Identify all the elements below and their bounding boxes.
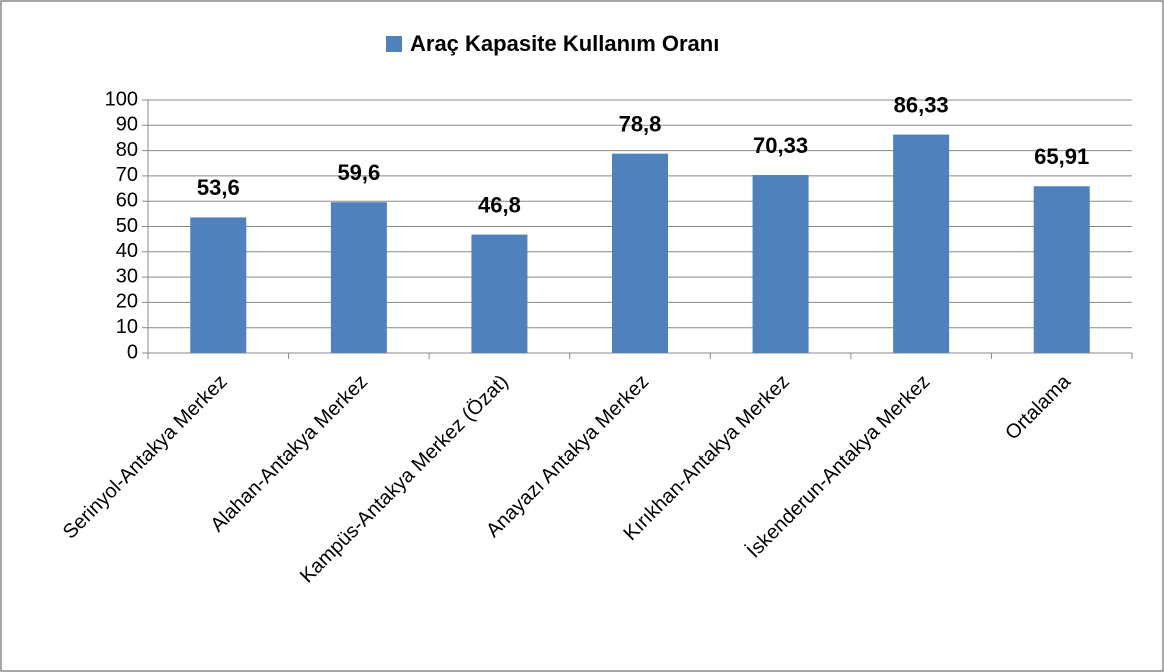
y-tick-label: 100 (105, 88, 138, 110)
y-tick-label: 70 (116, 164, 138, 186)
bar (1033, 186, 1090, 353)
legend-label: Araç Kapasite Kullanım Oranı (410, 31, 719, 56)
bar (190, 217, 247, 353)
y-tick-label: 30 (116, 265, 138, 287)
bar (330, 202, 387, 353)
data-label: 78,8 (619, 111, 662, 136)
y-tick-label: 40 (116, 240, 138, 262)
y-tick-label: 0 (127, 341, 138, 363)
bar (752, 175, 809, 353)
bar (471, 234, 528, 353)
data-label: 86,33 (894, 92, 949, 117)
data-label: 46,8 (478, 192, 521, 217)
y-tick-label: 50 (116, 215, 138, 237)
data-label: 59,6 (337, 160, 380, 185)
data-label: 65,91 (1034, 144, 1089, 169)
y-tick-label: 90 (116, 114, 138, 136)
y-tick-label: 80 (116, 139, 138, 161)
y-tick-label: 10 (116, 316, 138, 338)
bar (893, 134, 950, 353)
data-label: 53,6 (197, 175, 240, 200)
bar (612, 153, 668, 353)
legend-swatch (386, 36, 402, 52)
y-tick-label: 60 (116, 189, 138, 211)
data-label: 70,33 (753, 133, 808, 158)
y-tick-label: 20 (116, 291, 138, 313)
